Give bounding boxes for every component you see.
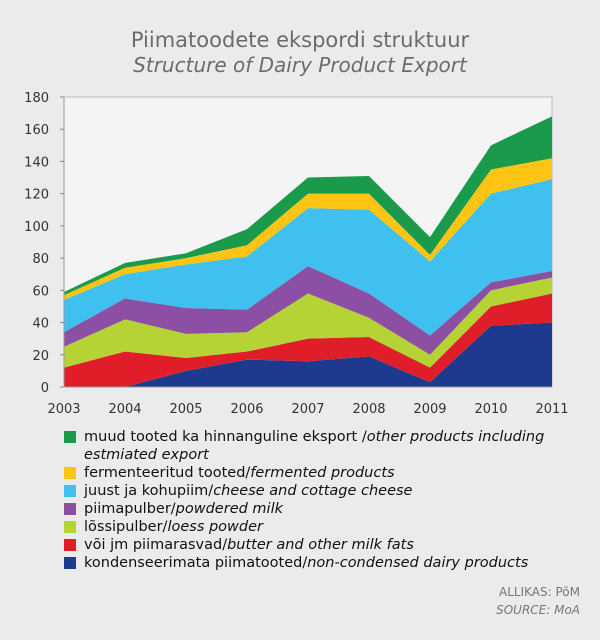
y-tick-label: 0 [41,381,49,396]
x-tick-label: 2009 [413,402,446,417]
y-tick-label: 160 [24,123,49,138]
area-series-6 [64,116,552,296]
legend-swatch [64,557,76,569]
area-series-3 [64,266,552,355]
x-tick-label: 2005 [169,402,202,417]
area-series-2 [64,277,552,368]
legend-swatch [64,485,76,497]
y-tick-label: 100 [24,220,49,235]
x-tick-label: 2010 [474,402,507,417]
legend-item: muud tooted ka hinnanguline eksport /oth… [64,428,584,464]
source-note: ALLIKAS: PõM SOURCE: MoA [496,583,580,619]
chart-title: Piimatoodete ekspordi struktuur [130,28,470,52]
chart-subtitle: Structure of Dairy Product Export [133,53,467,77]
legend-label-en: non-condensed dairy products [307,555,529,571]
area-series-4 [64,179,552,336]
legend-label-et: piimapulber/ [84,501,176,517]
legend-label-et: muud tooted ka hinnanguline eksport / [84,429,367,445]
legend-label-en: butter and other milk fats [227,537,414,553]
legend-label-et: lõssipulber/ [84,519,168,535]
area-chart: 0 20 40 60 80 100 120 140 160 180 2003 2004 2005 2006… [24,91,568,417]
y-tick-label: 20 [32,349,49,364]
legend-swatch [64,467,76,479]
area-series-1 [64,293,552,387]
y-tick-label: 120 [24,188,49,203]
y-tick-label: 140 [24,155,49,170]
legend-swatch [64,431,76,443]
legend-item: juust ja kohupiim/cheese and cottage che… [64,482,584,500]
legend: muud tooted ka hinnanguline eksport /oth… [64,428,584,572]
x-tick-label: 2006 [230,402,263,417]
legend-label-et: või jm piimarasvad/ [84,537,228,553]
y-tick-label: 80 [32,252,49,267]
x-tick-label: 2004 [108,402,141,417]
legend-label-et: kondenseerimata piimatooted/ [84,555,308,571]
legend-swatch [64,539,76,551]
y-tick-label: 60 [32,284,49,299]
source-en: SOURCE: MoA [496,603,580,617]
legend-swatch [64,503,76,515]
legend-label-en: other products including estmiated expor… [84,429,545,463]
legend-item: fermenteeritud tooted/fermented products [64,464,584,482]
legend-label-en: loess powder [167,519,263,535]
y-tick-label: 40 [32,317,49,332]
legend-label-et: juust ja kohupiim/ [84,483,214,499]
legend-label-et: fermenteeritud tooted/ [84,465,251,481]
legend-label-en: powdered milk [175,501,284,517]
legend-label-en: fermented products [250,465,395,481]
source-et: ALLIKAS: PõM [499,585,580,599]
x-tick-label: 2011 [535,402,568,417]
legend-item: piimapulber/powdered milk [64,500,584,518]
x-tick-label: 2008 [352,402,385,417]
x-tick-label: 2003 [47,402,80,417]
legend-item: kondenseerimata piimatooted/non-condense… [64,554,584,572]
legend-item: või jm piimarasvad/butter and other milk… [64,536,584,554]
area-series-5 [64,158,552,300]
legend-item: lõssipulber/loess powder [64,518,584,536]
legend-label-en: cheese and cottage cheese [213,483,413,499]
x-tick-label: 2007 [291,402,324,417]
y-tick-label: 180 [24,91,49,106]
legend-swatch [64,521,76,533]
